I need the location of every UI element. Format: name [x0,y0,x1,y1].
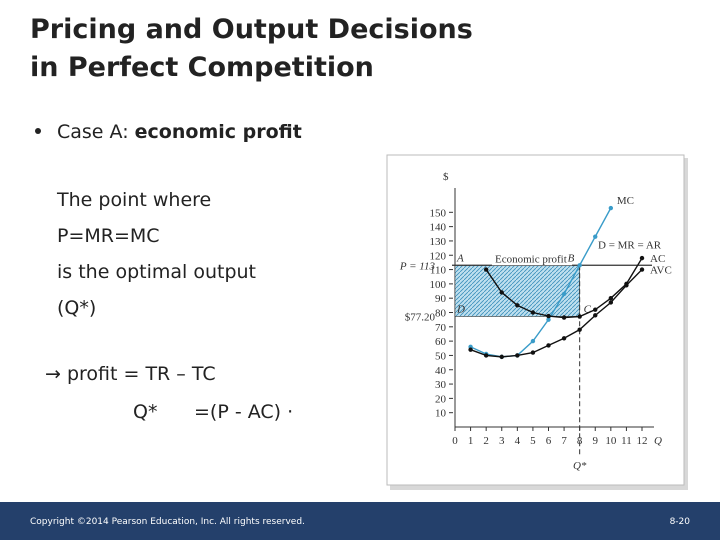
x-tick-label: 1 [468,435,474,447]
series-point [546,317,551,322]
x-tick-label: 4 [515,435,521,447]
price-label: P = 113 [399,260,436,272]
series-point [483,353,489,358]
demand-label: D = MR = AR [598,239,662,251]
series-point [561,315,567,320]
page-number: 8-20 [670,517,691,527]
point-label: C [584,304,592,316]
footer-bar [0,502,720,540]
y-tick-label: 60 [435,336,447,348]
y-tick-label: 130 [430,236,447,248]
profit-label-bg [492,252,572,266]
series-point [530,310,536,315]
x-tick-label: 7 [561,435,567,447]
formula-q: Q* [133,401,157,423]
x-tick-label: 8 [577,435,583,447]
ac-label: $77.20 [405,312,436,324]
y-axis-label: $ [443,171,449,183]
formula-line: =(P - AC) · [194,401,293,423]
series-point [577,263,582,268]
point-label: A [456,252,464,264]
x-tick-label: 10 [605,435,617,447]
body-line: The point where [56,189,211,211]
series-point [468,347,473,352]
series-point [546,343,551,348]
series-point [546,313,551,319]
bullet-dot [35,128,41,134]
point-label: B [568,252,575,264]
y-tick-label: 30 [435,379,447,391]
bullet: Case A: economic profit [57,121,302,143]
title-line: Pricing and Output Decisions [30,14,473,45]
formula-line: → profit = TR – TC [45,363,216,385]
x-tick-label: 11 [621,435,632,447]
series-point [593,307,598,312]
series-point [515,303,520,308]
title-line: in Perfect Competition [30,52,374,83]
x-tick-label: 5 [530,435,536,447]
point-label: D [456,304,465,316]
body-line: is the optimal output [57,261,256,283]
y-tick-label: 150 [430,207,447,219]
series-label: AC [650,253,665,265]
series-point [639,255,645,261]
series-point [483,267,489,272]
x-axis-label: Q [654,435,662,447]
q-star-label: Q* [573,460,587,472]
series-label: MC [617,195,634,207]
series-point [608,300,614,305]
series-point [561,291,567,297]
bullet-bold: economic profit [135,121,302,143]
bullet-text: Case A: [57,121,135,143]
y-tick-label: 80 [435,308,447,320]
x-tick-label: 12 [637,435,648,447]
series-point [499,290,504,295]
y-tick-label: 20 [435,393,447,405]
chart-panel [386,154,685,486]
series-point [639,267,645,272]
body-line: (Q*) [57,297,96,319]
series-point [593,313,598,318]
series-point [515,353,520,358]
series-point [530,338,536,344]
x-tick-label: 2 [483,435,489,447]
series-label: AVC [650,265,672,277]
series-point [499,354,504,360]
x-tick-label: 9 [593,435,599,447]
x-tick-label: 6 [546,435,552,447]
series-point [530,350,536,355]
y-tick-label: 90 [435,293,447,305]
series-point [577,314,582,319]
y-tick-label: 50 [435,350,447,362]
y-tick-label: 110 [430,265,447,277]
series-point [624,283,629,288]
series-point [593,234,598,239]
series-line [470,207,612,358]
series-line [470,269,643,358]
body-line: P=MR=MC [57,225,160,247]
profit-area [454,264,580,317]
y-tick-label: 10 [435,408,447,420]
series-point [608,205,614,211]
y-tick-label: 120 [430,250,447,262]
y-tick-label: 70 [435,322,447,334]
copyright: Copyright ©2014 Pearson Education, Inc. … [30,517,305,527]
series-point [561,336,567,341]
series-point [608,295,614,301]
x-tick-label: 0 [452,435,458,447]
y-tick-label: 140 [430,222,447,234]
x-tick-label: 3 [499,435,505,447]
profit-label: Economic profit [495,253,567,265]
y-tick-label: 40 [435,365,447,377]
series-point [577,327,582,332]
y-tick-label: 100 [430,279,447,291]
